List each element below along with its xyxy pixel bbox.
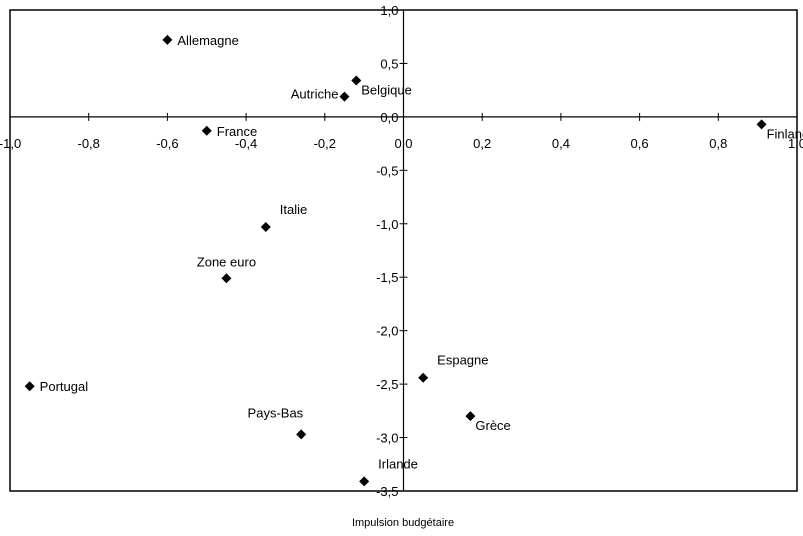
point-label: France [217, 124, 257, 139]
point-label: Portugal [40, 379, 89, 394]
point-label: Zone euro [197, 254, 256, 269]
data-point-autriche [339, 91, 350, 102]
x-tick-label: 0,6 [631, 136, 649, 151]
y-tick-label: -1,0 [376, 217, 398, 232]
x-tick-label: -0,4 [235, 136, 257, 151]
y-tick-label: 1,0 [380, 3, 398, 18]
data-point-allemagne [162, 34, 173, 45]
point-label: Grèce [475, 418, 510, 433]
x-tick-label: -1,0 [0, 136, 21, 151]
x-tick-label: 0,4 [552, 136, 570, 151]
x-axis-title: Impulsion budgétaire [352, 517, 454, 529]
point-labels: Allemagne Belgique Autriche France Finlande I… [40, 33, 803, 471]
y-tick-label: -3,0 [376, 431, 398, 446]
data-point-belgique [351, 75, 362, 86]
y-tick-label: -1,5 [376, 270, 398, 285]
x-tick-label: -0,8 [77, 136, 99, 151]
y-tick-label: -2,5 [376, 377, 398, 392]
x-tick-label: 0,0 [394, 136, 412, 151]
data-point-zone-euro [221, 273, 232, 284]
x-tick-label: 1,0 [788, 136, 803, 151]
y-tick-labels: -3,5 -3,0 -2,5 -2,0 -1,5 -1,0 -0,5 0,0 0,5 1,0 [376, 3, 408, 499]
y-tick-label: 0,5 [380, 56, 398, 71]
data-point-irlande [359, 476, 370, 487]
point-label: Irlande [378, 456, 418, 471]
point-label: Finlande [767, 126, 803, 141]
x-tick-label: 0,2 [473, 136, 491, 151]
data-point-france [201, 125, 212, 136]
y-tick-label: 0,0 [380, 110, 398, 125]
data-point-portugal [24, 381, 35, 392]
x-tick-label: -0,6 [156, 136, 178, 151]
data-point-finlande [756, 119, 767, 130]
point-label: Allemagne [177, 33, 238, 48]
y-tick-label: -3,5 [376, 484, 398, 499]
x-tick-label: 0,8 [709, 136, 727, 151]
point-label: Autriche [291, 87, 339, 102]
y-tick-label: -0,5 [376, 163, 398, 178]
point-label: Pays-Bas [248, 405, 304, 420]
data-points [24, 34, 767, 487]
x-tick-label: -0,2 [314, 136, 336, 151]
data-point-italie [260, 221, 271, 232]
data-point-espagne [418, 372, 429, 383]
data-point-pays-bas [296, 429, 307, 440]
point-label: Italie [280, 202, 307, 217]
point-label: Belgique [361, 83, 412, 98]
x-tick-labels: -1,0 -0,8 -0,6 -0,4 -0,2 0,0 0,2 0,4 0,6 0,8 1,0 [0, 112, 803, 151]
point-label: Espagne [437, 353, 488, 368]
data-point-grèce [465, 411, 476, 422]
y-tick-label: -2,0 [376, 324, 398, 339]
